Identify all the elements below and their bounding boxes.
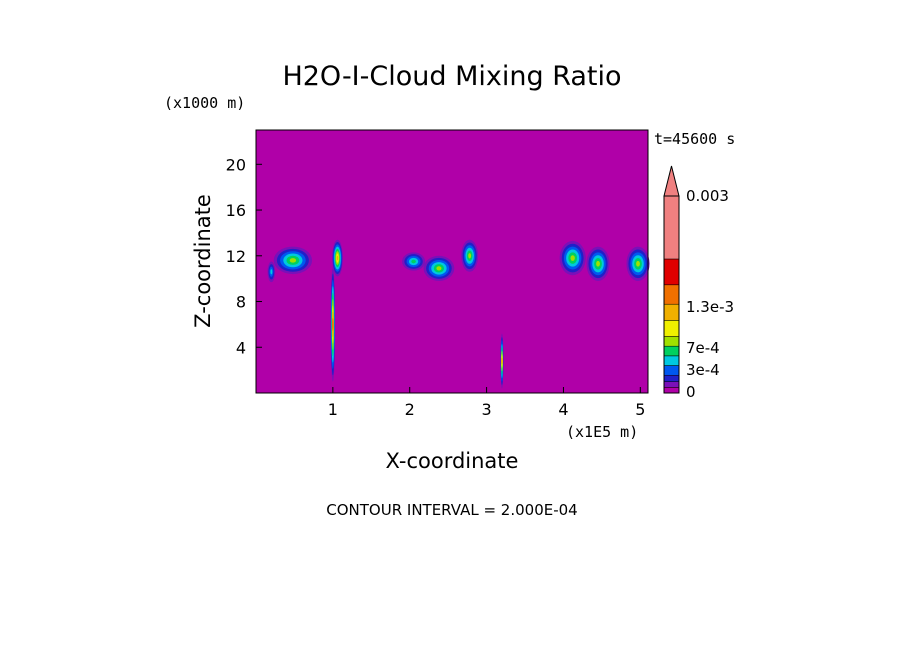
cloud-cell <box>461 239 479 272</box>
cloud-cell <box>626 246 650 281</box>
colorbar-segment <box>663 374 680 382</box>
x-axis-title: X-coordinate <box>386 449 519 473</box>
cloud-cell <box>559 240 586 276</box>
time-label: t=45600 s <box>654 130 735 148</box>
plot-area <box>256 130 650 393</box>
colorbar-segment <box>663 365 680 376</box>
cloud-cell <box>500 333 504 389</box>
cloud-cell <box>402 252 426 271</box>
x-tick-label: 3 <box>481 400 491 419</box>
colorbar-tick-label: 3e-4 <box>686 361 720 379</box>
y-tick-label: 4 <box>236 338 246 357</box>
chart-title: H2O-I-Cloud Mixing Ratio <box>282 61 621 92</box>
colorbar-tick-label: 0.003 <box>686 187 729 205</box>
colorbar-segment <box>663 336 680 347</box>
y-unit-label: (x1000 m) <box>164 94 245 112</box>
cloud-cell <box>330 267 336 382</box>
x-tick-label: 4 <box>558 400 568 419</box>
colorbar-tick-label: 1.3e-3 <box>686 298 734 316</box>
x-tick-label: 5 <box>635 400 645 419</box>
colorbar-segment <box>663 355 680 366</box>
y-axis-title: Z-coordinate <box>191 194 215 328</box>
y-axis: 4 8 12 16 20 <box>226 155 262 357</box>
plot-frame <box>255 129 649 394</box>
x-tick-label: 2 <box>405 400 415 419</box>
contour-interval-label: CONTOUR INTERVAL = 2.000E-04 <box>326 501 577 519</box>
cloud-cell <box>423 255 455 281</box>
colorbar-segment <box>663 381 680 388</box>
colorbar-segment <box>663 320 680 337</box>
colorbar-tick-label: 7e-4 <box>686 339 720 357</box>
y-tick-label: 8 <box>236 293 246 312</box>
cloud-cell <box>267 261 276 283</box>
colorbar-segment <box>663 303 680 321</box>
colorbar-segment <box>663 345 680 357</box>
y-tick-label: 12 <box>226 247 246 266</box>
cloud-cell <box>332 239 343 277</box>
cloud-cell <box>586 246 610 281</box>
colorbar-segment <box>663 284 680 305</box>
y-tick-label: 20 <box>226 155 246 174</box>
colorbar-extension <box>663 165 680 197</box>
x-tick-label: 1 <box>328 400 338 419</box>
colorbar-segment <box>663 195 680 260</box>
colorbar-tick-label: 0 <box>686 383 696 401</box>
x-axis: 1 2 3 4 5 <box>328 387 645 419</box>
colorbar: 0.003 1.3e-3 7e-4 3e-4 0 <box>663 165 734 401</box>
y-tick-label: 16 <box>226 201 246 220</box>
x-unit-label: (x1E5 m) <box>566 423 638 441</box>
colorbar-segment <box>663 387 680 394</box>
colorbar-segment <box>663 258 680 286</box>
cloud-cell <box>273 246 313 275</box>
colorbar-frame <box>663 195 680 394</box>
